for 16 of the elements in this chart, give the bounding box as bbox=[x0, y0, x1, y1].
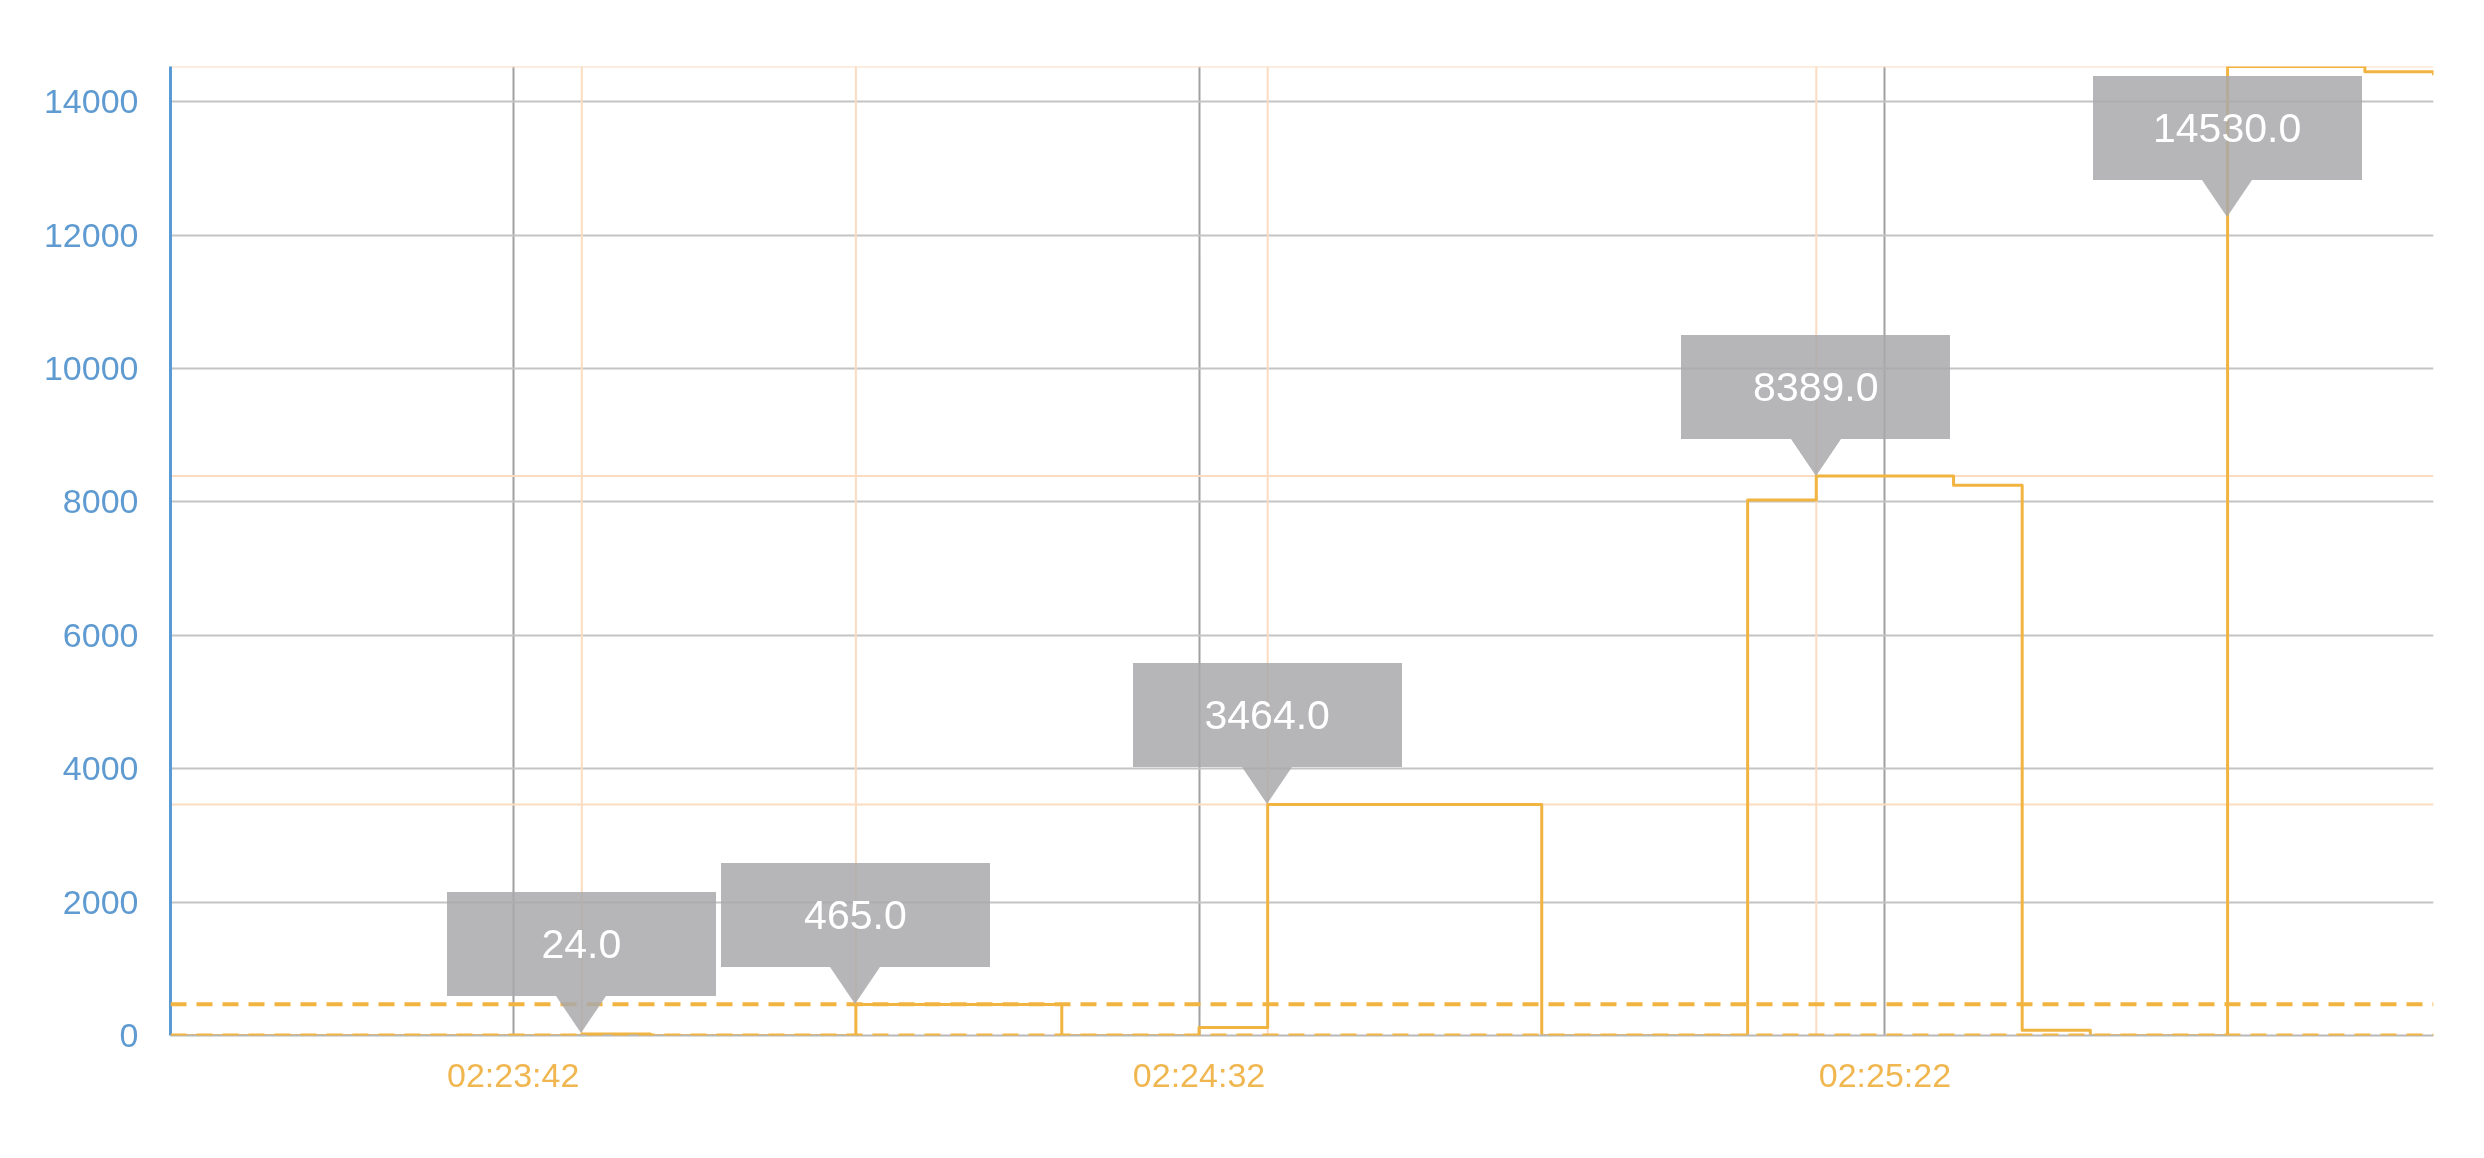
x-tick-label: 02:24:32 bbox=[1132, 1055, 1266, 1094]
y-tick-label: 12000 bbox=[43, 215, 139, 254]
x-tick-label: 02:25:22 bbox=[1818, 1055, 1952, 1094]
data-label: 24.0 bbox=[446, 892, 716, 997]
y-tick-label: 2000 bbox=[62, 882, 139, 921]
data-label: 3464.0 bbox=[1132, 663, 1402, 767]
data-label: 465.0 bbox=[720, 863, 990, 967]
y-tick-label: 0 bbox=[119, 1016, 139, 1054]
data-label: 8389.0 bbox=[1681, 334, 1951, 439]
data-label: 14530.0 bbox=[2092, 76, 2362, 180]
y-tick-label: 6000 bbox=[62, 615, 139, 654]
x-tick-label: 02:23:42 bbox=[447, 1055, 580, 1094]
y-tick-label: 10000 bbox=[43, 349, 139, 388]
y-tick-label: 14000 bbox=[43, 82, 139, 121]
y-tick-label: 8000 bbox=[62, 482, 139, 521]
y-tick-label: 4000 bbox=[62, 749, 139, 788]
